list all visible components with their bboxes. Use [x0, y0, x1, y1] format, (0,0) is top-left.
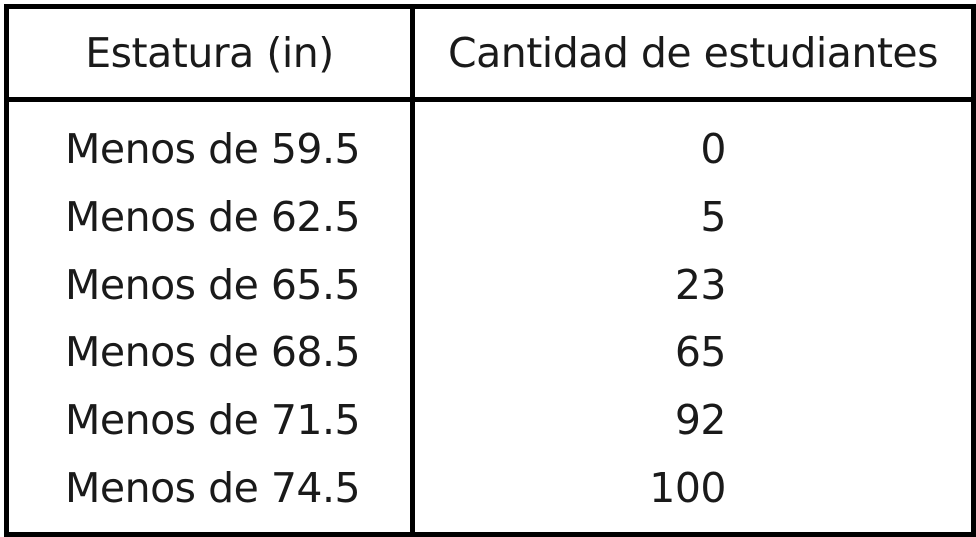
table-row: Menos de 71.5 92 — [9, 387, 971, 455]
height-cell: Menos de 74.5 — [65, 463, 361, 512]
header-height: Estatura (in) — [85, 29, 334, 77]
count-cell: 65 — [674, 328, 727, 377]
header-student-count: Cantidad de estudiantes — [447, 29, 939, 77]
table-row: Menos de 68.5 65 — [9, 319, 971, 387]
height-cell: Menos de 59.5 — [65, 125, 361, 173]
count-cell: 0 — [700, 125, 726, 173]
height-cell: Menos de 65.5 — [65, 260, 361, 309]
height-cell: Menos de 68.5 — [65, 328, 361, 377]
count-cell: 23 — [674, 260, 727, 309]
table-row: Menos de 62.5 5 — [9, 184, 971, 252]
frequency-table: Estatura (in) Cantidad de estudiantes Me… — [4, 4, 976, 537]
table-body: Menos de 59.5 0 Menos de 62.5 5 Menos de… — [9, 116, 971, 523]
height-cell: Menos de 62.5 — [65, 192, 361, 241]
count-cell: 92 — [674, 396, 727, 445]
column-divider — [410, 9, 415, 532]
table-row: Menos de 65.5 23 — [9, 252, 971, 320]
table-row: Menos de 74.5 100 — [9, 455, 971, 523]
height-cell: Menos de 71.5 — [65, 396, 361, 445]
count-cell: 100 — [649, 463, 726, 512]
header-divider — [9, 97, 971, 102]
table-row: Menos de 59.5 0 — [9, 116, 971, 184]
count-cell: 5 — [700, 192, 726, 241]
